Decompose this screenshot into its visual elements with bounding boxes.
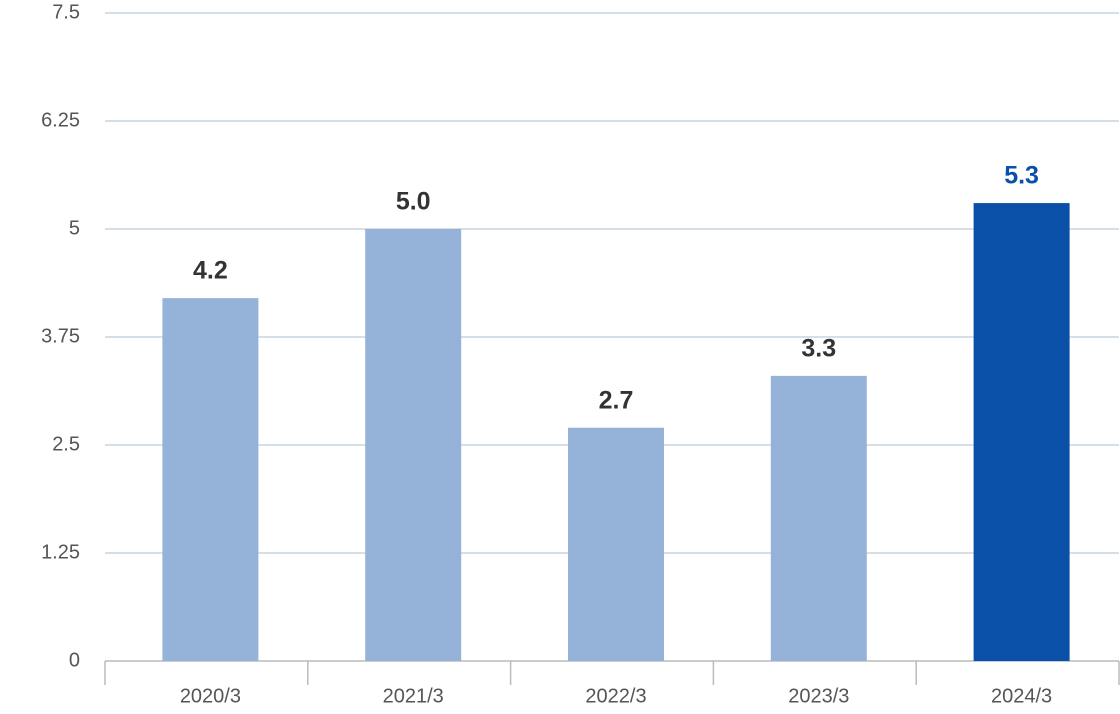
x-tick-label: 2024/3 [991,685,1052,707]
bar [365,229,462,661]
bar [770,375,867,661]
y-tick-label: 3.75 [41,325,80,347]
value-label: 2.7 [599,386,634,414]
y-tick-label: 2.5 [52,433,80,455]
x-tick-label: 2020/3 [180,685,241,707]
y-tick-label: 6.25 [41,109,80,131]
value-label: 3.3 [801,334,836,362]
bar [568,427,664,661]
value-label: 5.3 [1004,162,1039,190]
x-tick-label: 2022/3 [585,685,646,707]
bar [973,203,1070,661]
value-label: 5.0 [396,188,431,216]
y-tick-label: 1.25 [41,541,80,563]
y-tick-label: 0 [69,649,80,671]
value-label: 4.2 [193,257,228,285]
y-tick-label: 5 [69,217,80,239]
y-tick-label: 7.5 [52,1,80,23]
bar [162,298,259,661]
x-tick-label: 2023/3 [788,685,849,707]
x-tick-label: 2021/3 [383,685,444,707]
